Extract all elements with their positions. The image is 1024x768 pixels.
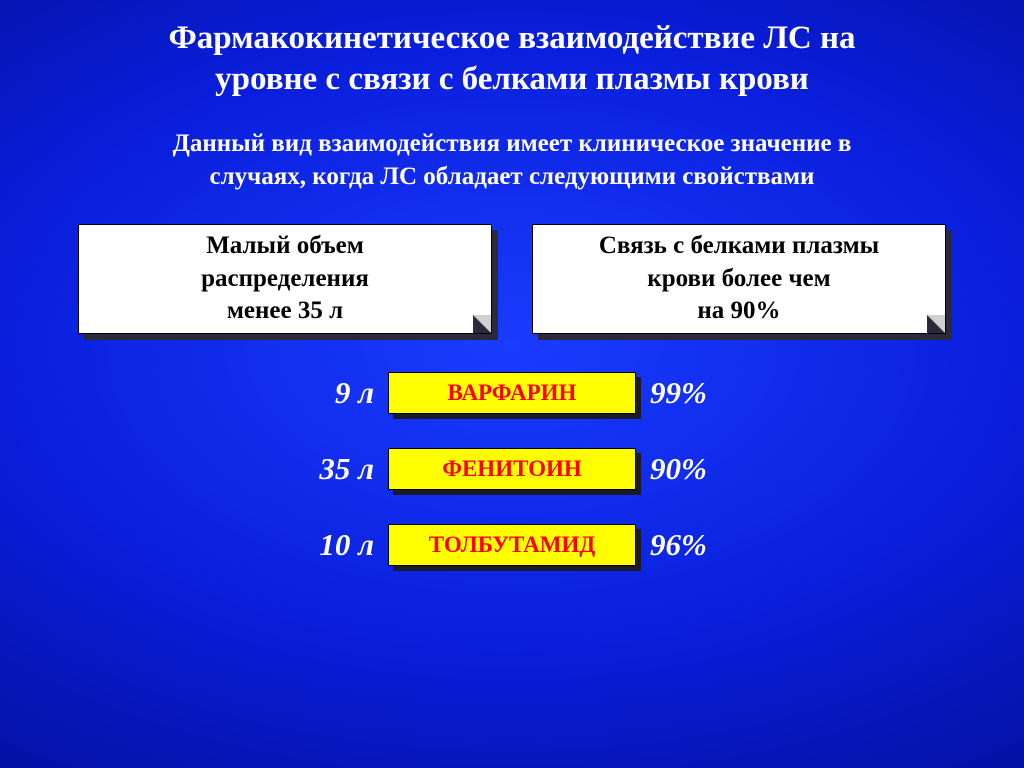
paper-fold-icon bbox=[927, 315, 945, 333]
drug-volume: 9 л bbox=[284, 375, 374, 411]
info-boxes-row: Малый объем распределения менее 35 л Свя… bbox=[34, 224, 990, 334]
info-box-right-wrap: Связь с белками плазмы крови более чем н… bbox=[532, 224, 946, 334]
drug-label-wrap: ВАРФАРИН bbox=[388, 372, 636, 414]
drug-volume: 35 л bbox=[284, 451, 374, 487]
info-right-line-1: Связь с белками плазмы bbox=[599, 232, 879, 259]
info-right-line-3: на 90% bbox=[697, 297, 780, 324]
info-left-line-1: Малый объем bbox=[206, 232, 364, 259]
title-line-2: уровне с связи с белками плазмы крови bbox=[215, 61, 809, 97]
drug-row: 35 л ФЕНИТОИН 90% bbox=[284, 448, 740, 490]
drug-row: 9 л ВАРФАРИН 99% bbox=[284, 372, 740, 414]
info-box-left-wrap: Малый объем распределения менее 35 л bbox=[78, 224, 492, 334]
subtitle-line-2: случаях, когда ЛС обладает следующими св… bbox=[210, 163, 815, 190]
drug-label: ТОЛБУТАМИД bbox=[388, 524, 636, 566]
paper-fold-icon bbox=[473, 315, 491, 333]
drugs-list: 9 л ВАРФАРИН 99% 35 л ФЕНИТОИН 90% 10 л … bbox=[34, 372, 990, 566]
drug-label-wrap: ТОЛБУТАМИД bbox=[388, 524, 636, 566]
slide-subtitle: Данный вид взаимодействия имеет клиничес… bbox=[34, 127, 990, 195]
info-box-left: Малый объем распределения менее 35 л bbox=[78, 224, 492, 334]
slide-title: Фармакокинетическое взаимодействие ЛС на… bbox=[34, 18, 990, 101]
drug-row: 10 л ТОЛБУТАМИД 96% bbox=[284, 524, 740, 566]
info-left-line-3: менее 35 л bbox=[227, 297, 343, 324]
drug-volume: 10 л bbox=[284, 527, 374, 563]
info-right-line-2: крови более чем bbox=[647, 265, 830, 292]
drug-binding: 90% bbox=[650, 451, 740, 487]
title-line-1: Фармакокинетическое взаимодействие ЛС на bbox=[168, 20, 855, 56]
drug-binding: 99% bbox=[650, 375, 740, 411]
info-left-line-2: распределения bbox=[201, 265, 369, 292]
drug-binding: 96% bbox=[650, 527, 740, 563]
info-box-right: Связь с белками плазмы крови более чем н… bbox=[532, 224, 946, 334]
drug-label: ВАРФАРИН bbox=[388, 372, 636, 414]
drug-label-wrap: ФЕНИТОИН bbox=[388, 448, 636, 490]
drug-label: ФЕНИТОИН bbox=[388, 448, 636, 490]
subtitle-line-1: Данный вид взаимодействия имеет клиничес… bbox=[173, 130, 852, 157]
